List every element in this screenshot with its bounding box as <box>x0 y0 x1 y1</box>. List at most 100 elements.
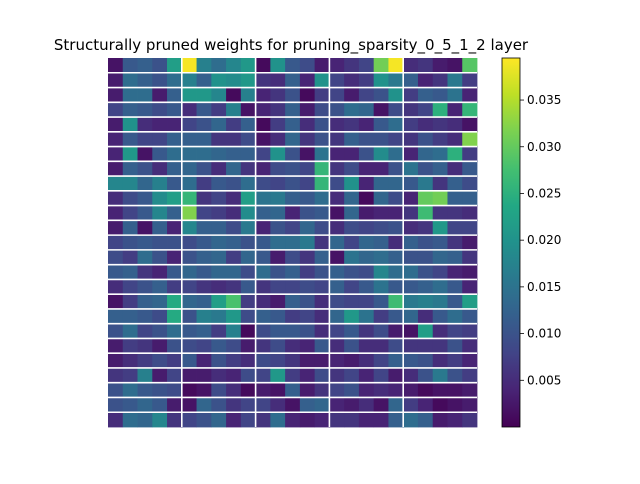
heatmap-cell <box>226 161 242 177</box>
heatmap-cell <box>358 294 375 310</box>
heatmap-cell <box>181 72 197 88</box>
heatmap-cell <box>329 279 345 295</box>
heatmap-cell <box>270 338 286 354</box>
heatmap-cell <box>255 235 271 251</box>
heatmap-cell <box>167 102 183 118</box>
heatmap-cell <box>358 176 375 192</box>
heatmap-cell <box>122 249 138 266</box>
heatmap-cell <box>137 102 153 118</box>
heatmap-cell <box>255 161 271 177</box>
heatmap-cell <box>226 176 242 192</box>
heatmap-cell <box>196 353 212 369</box>
heatmap-cell <box>137 338 153 354</box>
heatmap-cell <box>181 338 197 354</box>
heatmap-cell <box>299 308 316 325</box>
heatmap-cell <box>299 58 316 74</box>
heatmap-cell <box>181 220 197 236</box>
heatmap-cell <box>344 338 360 354</box>
heatmap-cell <box>137 264 153 280</box>
heatmap-cell <box>432 58 448 74</box>
heatmap-cell <box>211 279 227 295</box>
heatmap-cell <box>462 308 478 325</box>
heatmap-cell <box>314 190 330 206</box>
heatmap-cell <box>344 72 360 88</box>
heatmap-cell <box>417 58 434 74</box>
heatmap-cell <box>417 235 434 251</box>
colorbar-tick-label: 0.010 <box>527 327 561 341</box>
heatmap-cell <box>432 382 448 398</box>
heatmap-cell <box>240 323 256 339</box>
heatmap-cell <box>403 58 419 74</box>
heatmap-cell <box>388 294 404 310</box>
heatmap-cell <box>358 146 375 162</box>
heatmap-cell <box>373 102 389 118</box>
heatmap-cell <box>152 131 168 147</box>
heatmap-cell <box>122 264 138 280</box>
heatmap-cell <box>152 102 168 118</box>
heatmap-cell <box>226 264 242 280</box>
heatmap-cell <box>432 353 448 369</box>
heatmap-cell <box>181 294 197 310</box>
heatmap-cell <box>285 338 301 354</box>
heatmap-cell <box>417 382 434 398</box>
heatmap-cell <box>226 58 242 74</box>
heatmap-cell <box>285 412 301 428</box>
colorbar-tick-label: 0.030 <box>527 140 561 154</box>
heatmap-cell <box>462 87 478 103</box>
heatmap-cell <box>122 308 138 325</box>
heatmap-cell <box>137 367 153 384</box>
heatmap-cell <box>240 412 256 428</box>
heatmap-cell <box>240 190 256 206</box>
heatmap-cell <box>211 382 227 398</box>
heatmap-cell <box>447 220 463 236</box>
heatmap-cell <box>167 308 183 325</box>
heatmap-cell <box>181 367 197 384</box>
heatmap-cell <box>329 367 345 384</box>
heatmap-cell <box>285 131 301 147</box>
heatmap-cell <box>462 102 478 118</box>
heatmap-cell <box>447 146 463 162</box>
heatmap-cell <box>403 308 419 325</box>
heatmap-cell <box>447 72 463 88</box>
heatmap-cell <box>270 176 286 192</box>
heatmap-cell <box>270 382 286 398</box>
heatmap-cell <box>181 279 197 295</box>
heatmap-cell <box>447 117 463 133</box>
heatmap-cell <box>240 161 256 177</box>
heatmap-cell <box>344 279 360 295</box>
heatmap-cell <box>240 102 256 118</box>
heatmap-cell <box>299 382 316 398</box>
heatmap-cell <box>137 190 153 206</box>
heatmap-cell <box>240 279 256 295</box>
heatmap-cell <box>255 323 271 339</box>
heatmap-cell <box>432 338 448 354</box>
heatmap-cell <box>167 235 183 251</box>
heatmap-cell <box>373 249 389 266</box>
heatmap-cell <box>108 161 124 177</box>
heatmap-cell <box>240 249 256 266</box>
heatmap-cell <box>373 412 389 428</box>
heatmap-cell <box>329 205 345 221</box>
heatmap-cell <box>329 102 345 118</box>
heatmap-cell <box>211 367 227 384</box>
heatmap-cell <box>358 87 375 103</box>
heatmap-cell <box>108 367 124 384</box>
heatmap-cell <box>152 220 168 236</box>
heatmap-cell <box>137 131 153 147</box>
heatmap-cell <box>358 308 375 325</box>
heatmap-cell <box>285 205 301 221</box>
heatmap-cell <box>137 235 153 251</box>
heatmap-cell <box>373 176 389 192</box>
heatmap-cell <box>240 294 256 310</box>
heatmap-cell <box>122 220 138 236</box>
heatmap-cell <box>270 308 286 325</box>
heatmap-cell <box>255 353 271 369</box>
heatmap-cell <box>373 264 389 280</box>
heatmap-cell <box>417 308 434 325</box>
heatmap-cell <box>285 176 301 192</box>
heatmap-cell <box>196 205 212 221</box>
heatmap-cell <box>181 117 197 133</box>
heatmap-cell <box>285 382 301 398</box>
heatmap-cell <box>270 220 286 236</box>
heatmap-cell <box>388 146 404 162</box>
